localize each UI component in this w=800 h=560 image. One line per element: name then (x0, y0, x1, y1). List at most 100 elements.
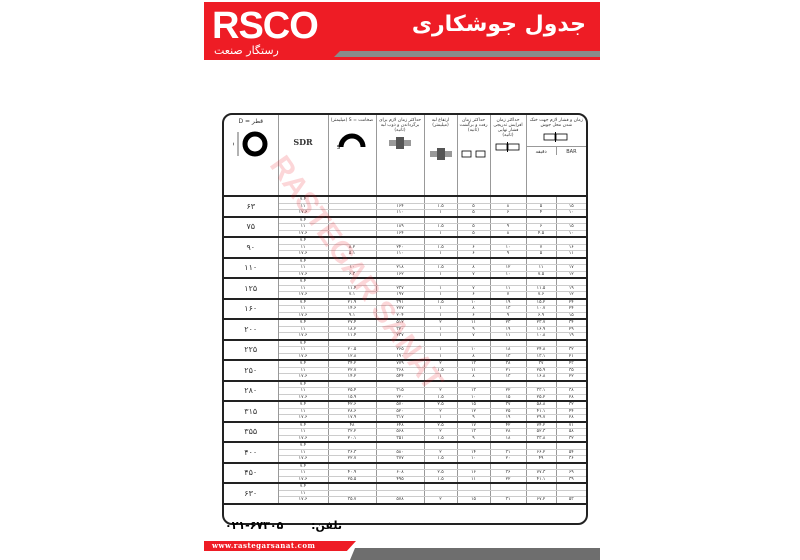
bead-time-cell (376, 380, 425, 388)
table-row: ۲۵۰ ۷.۴ ۳۴.۲ ۷۷۹ ۲ ۱۳ ۳۸ ۳۷ ۴۳ (224, 360, 586, 382)
sdr-cell: ۱۷.۶ (278, 312, 329, 320)
bead-time-cell (376, 483, 425, 491)
pressure-rise-cell: ۱۳ (490, 373, 527, 382)
sdr-cell: ۷.۴ (278, 319, 329, 327)
header-changeover: حداکثر زمان رفت و برگشت (ثانیه) (457, 115, 491, 197)
thickness-cell: ۳۲.۲ (328, 428, 377, 436)
minutes-cell: ۱۵ (556, 312, 586, 320)
thickness-cell (328, 483, 377, 491)
bead-height-cell: ۱.۵ (424, 264, 458, 272)
bead-height-cell: ۱.۵ (424, 298, 458, 306)
diameter-cell: ۶۳۰ (224, 483, 279, 505)
logo-subtitle: رستگار صنعت (214, 44, 279, 57)
sdr-cell: ۷.۴ (278, 442, 329, 450)
pressure-rise-cell: ۹ (490, 312, 527, 320)
sdr-cell: ۱۷.۶ (278, 353, 329, 361)
thickness-cell: ۲۰.۵ (328, 346, 377, 354)
minutes-cell (556, 237, 586, 245)
thickness-cell (328, 237, 377, 245)
thickness-cell (328, 203, 377, 210)
bead-height-cell: ۲ (424, 496, 458, 505)
thickness-cell: ۴۲.۶ (328, 401, 377, 409)
minutes-cell: ۵۸ (556, 428, 586, 436)
minutes-cell: ۳۴ (556, 319, 586, 327)
sdr-cell: ۱۷.۶ (278, 230, 329, 238)
changeover-cell: ۵ (457, 230, 491, 238)
bead-height-cell (424, 216, 458, 224)
bead-time-cell: ۲۰۴ (376, 312, 425, 320)
bar-cell (526, 442, 557, 450)
bead-height-cell: ۱.۵ (424, 244, 458, 251)
changeover-cell: ۹ (457, 326, 491, 333)
sdr-cell: ۱۱ (278, 244, 329, 251)
bar-cell: ۶ (526, 223, 557, 231)
bead-time-cell: ۵۸۰ (376, 449, 425, 456)
minutes-cell: ۱۰ (556, 230, 586, 238)
pressure-rise-cell: ۲۰ (490, 455, 527, 464)
pressure-rise-cell: ۱۰ (490, 271, 527, 279)
thickness-cell (328, 230, 377, 238)
table-row: ۱۱ ۱۱.۴ ۲۳۷ ۱ ۷ ۱۱ ۱۱.۵ ۱۹ (224, 285, 586, 292)
thickness-cell: ۲۰.۱ (328, 435, 377, 443)
pressure-rise-cell: ۱۳ (490, 353, 527, 361)
thickness-cell: ۶.۳ (328, 271, 377, 279)
table-row: ۱۱ ۳۶.۳ ۵۸۰ ۲ ۱۴ ۳۱ ۶۶.۲ ۵۴ (224, 449, 586, 456)
bead-height-cell: ۱.۵ (424, 435, 458, 443)
minutes-cell (556, 442, 586, 450)
pressure-rise-cell: ۱۰ (490, 244, 527, 251)
minutes-cell: ۲۲ (556, 373, 586, 382)
bead-time-cell: ۵۷۸ (376, 496, 425, 505)
table-row: ۴۵۰ ۷.۴ (224, 462, 586, 484)
minutes-cell: ۳۲ (556, 346, 586, 354)
bead-height-cell: ۱ (424, 250, 458, 259)
sdr-cell: ۱۱ (278, 223, 329, 231)
weld-bead-icon (389, 137, 411, 149)
diameter-cell: ۳۱۵ (224, 401, 279, 423)
minutes-cell: ۲۴ (556, 298, 586, 306)
minutes-cell: ۶۹ (556, 469, 586, 477)
minutes-cell: ۴۴ (556, 408, 586, 415)
pressure-rise-cell: ۱۹ (490, 326, 527, 333)
sdr-cell: ۱۱ (278, 305, 329, 313)
thickness-cell (328, 196, 377, 204)
changeover-cell (457, 462, 491, 470)
minutes-cell (556, 257, 586, 265)
sdr-cell: ۱۱ (278, 469, 329, 477)
table-row: ۱۱ (224, 490, 586, 497)
thickness-cell: ۵.۱ (328, 250, 377, 259)
bead-height-cell: ۱ (424, 353, 458, 361)
minutes-cell: ۱۰ (556, 209, 586, 218)
bead-time-cell: ۲۱۸ (376, 264, 425, 272)
bar-cell (526, 380, 557, 388)
phone-number: ۰۲۱-۶۷۳۰۵ (225, 519, 284, 532)
pressure-rise-cell: ۱۲ (490, 264, 527, 272)
bead-time-cell: ۲۶۵ (376, 346, 425, 354)
minutes-cell: ۲۱ (556, 353, 586, 361)
table-body: ۶۳ ۷.۴ ۱۱ ۱۶۴ ۱.۵ ۵ ۸ ۵ ۱۵ ۱۷.۶ ۱۱۰ ۱ ۵ ۶ ۴ ۱۰ ۷۵ ۷.۴ ۱۱ ۱۸… (224, 196, 586, 505)
pipe-gap-icon (461, 150, 485, 158)
bead-height-cell: ۱.۵ (424, 455, 458, 464)
pressure-rise-cell (490, 196, 527, 204)
bead-height-cell: ۲.۵ (424, 421, 458, 429)
pressure-rise-cell (490, 257, 527, 265)
website-link[interactable]: www.rastegarsanat.com (204, 541, 356, 551)
bead-time-cell: ۳۶۸ (376, 367, 425, 374)
bead-height-cell: ۲ (424, 428, 458, 436)
bar-cell: ۲۵.۲ (526, 394, 557, 402)
pipe-wall-icon: S (337, 133, 366, 149)
thickness-cell: ۱۲.۸ (328, 353, 377, 361)
bar-cell: ۴۱.۱ (526, 408, 557, 415)
bead-time-cell: ۳۹۱ (376, 298, 425, 306)
pressure-rise-cell: ۲۲ (490, 476, 527, 484)
bar-cell: ۲۴.۸ (526, 346, 557, 354)
changeover-cell (457, 442, 491, 450)
bead-time-cell: ۷۷۹ (376, 360, 425, 368)
bar-cell: ۱۰.۷ (526, 305, 557, 313)
bead-height-cell: ۲ (424, 387, 458, 395)
thickness-cell (328, 490, 377, 497)
bead-time-cell (376, 237, 425, 245)
minutes-cell: ۱۲ (556, 271, 586, 279)
sdr-cell: ۱۱ (278, 449, 329, 456)
bead-time-cell: ۲۲۰ (376, 394, 425, 402)
changeover-cell (457, 483, 491, 491)
